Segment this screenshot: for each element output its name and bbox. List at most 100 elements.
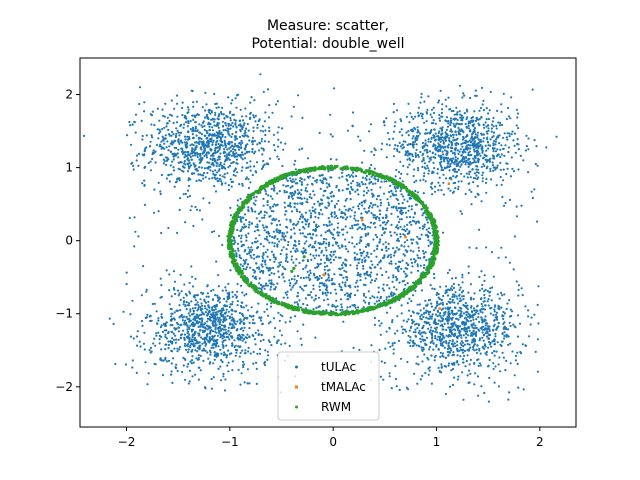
tulac-point: [147, 161, 150, 165]
tulac-point: [464, 339, 468, 342]
tulac-point: [221, 106, 224, 109]
tulac-point: [454, 345, 457, 348]
tulac-point: [298, 210, 301, 214]
tulac-point: [324, 189, 327, 192]
tulac-point: [371, 295, 374, 298]
tulac-point: [209, 112, 212, 115]
tulac-point: [222, 345, 225, 348]
tulac-point: [210, 387, 213, 390]
tulac-point: [371, 182, 375, 185]
tulac-point: [411, 130, 414, 133]
tulac-point: [462, 312, 466, 315]
tulac-point: [450, 329, 454, 332]
tulac-point: [351, 188, 354, 191]
tulac-point: [151, 157, 154, 160]
tulac-point: [379, 201, 383, 204]
tulac-point: [455, 335, 458, 338]
tulac-point: [224, 128, 227, 131]
tulac-point: [145, 146, 148, 149]
tulac-point: [325, 242, 328, 245]
tulac-point: [241, 153, 245, 156]
tulac-point: [424, 139, 427, 142]
tulac-point: [367, 274, 370, 277]
tulac-point: [472, 181, 475, 184]
tulac-point: [227, 132, 230, 135]
tulac-point: [272, 266, 275, 269]
tulac-point: [394, 194, 398, 197]
tulac-point: [163, 329, 166, 332]
tulac-point: [370, 260, 373, 263]
tulac-point: [243, 213, 247, 216]
tulac-point: [440, 189, 443, 192]
tulac-point: [490, 130, 493, 133]
tulac-point: [207, 357, 210, 360]
tulac-point: [421, 338, 424, 341]
tulac-point: [414, 334, 417, 337]
tulac-point: [466, 330, 469, 333]
tulac-point: [496, 148, 499, 151]
tulac-point: [458, 314, 461, 317]
tulac-point: [176, 369, 179, 373]
tulac-point: [266, 255, 269, 258]
tulac-point: [267, 194, 270, 197]
tulac-point: [413, 212, 416, 215]
tulac-point: [333, 211, 336, 214]
tulac-point: [285, 256, 288, 259]
tulac-point: [367, 210, 370, 213]
tulac-point: [187, 170, 190, 173]
tulac-point: [200, 317, 203, 320]
tulac-point: [439, 312, 442, 315]
tulac-point: [386, 311, 389, 314]
tulac-point: [511, 350, 514, 353]
tulac-point: [377, 319, 381, 322]
tulac-point: [170, 134, 173, 137]
tulac-point: [177, 141, 180, 144]
tulac-point: [162, 139, 165, 142]
tulac-point: [206, 328, 209, 331]
tulac-point: [185, 308, 188, 311]
tulac-point: [419, 315, 422, 318]
tulac-point: [234, 138, 237, 141]
tulac-point: [338, 231, 341, 234]
tulac-point: [430, 382, 433, 385]
tulac-point: [330, 213, 333, 216]
tulac-point: [308, 209, 311, 212]
tulac-point: [313, 299, 316, 302]
tulac-point: [240, 372, 243, 375]
tulac-point: [436, 302, 439, 305]
tulac-point: [422, 315, 425, 319]
tulac-point: [239, 284, 243, 287]
tulac-point: [459, 346, 462, 349]
tulac-point: [298, 261, 301, 265]
tulac-point: [258, 287, 261, 290]
tulac-point: [266, 303, 269, 306]
tulac-point: [516, 116, 519, 119]
tulac-point: [485, 107, 488, 110]
tulac-point: [318, 213, 321, 216]
tulac-point: [454, 131, 457, 134]
tulac-point: [422, 152, 425, 155]
tulac-point: [296, 202, 299, 205]
tulac-point: [286, 290, 289, 293]
tulac-point: [230, 336, 234, 339]
tulac-point: [288, 279, 291, 282]
tulac-point: [469, 346, 472, 349]
tulac-point: [266, 204, 269, 207]
tulac-point: [455, 133, 458, 136]
tulac-point: [447, 362, 451, 365]
tulac-point: [419, 257, 422, 260]
tulac-point: [256, 143, 259, 146]
tulac-point: [343, 263, 346, 266]
tulac-point: [340, 303, 343, 306]
tulac-point: [528, 335, 531, 338]
tulac-point: [363, 200, 366, 203]
tulac-point: [195, 340, 199, 343]
tulac-point: [172, 357, 175, 360]
tulac-point: [338, 189, 341, 192]
tulac-point: [141, 138, 144, 141]
tulac-point: [197, 308, 200, 311]
tulac-point: [203, 154, 206, 158]
tulac-point: [416, 327, 419, 330]
tulac-point: [190, 158, 193, 161]
tulac-point: [195, 169, 198, 172]
